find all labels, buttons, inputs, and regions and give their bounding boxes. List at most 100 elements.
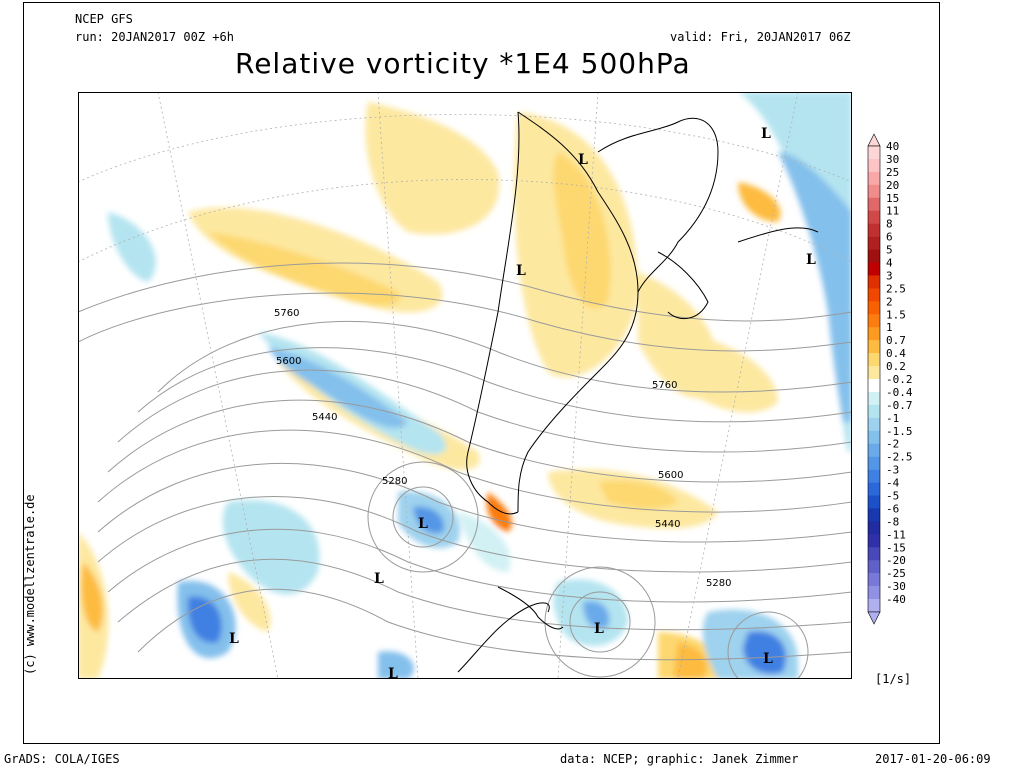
colorbar-swatch <box>868 534 880 548</box>
colorbar-swatch <box>868 249 880 263</box>
colorbar-label: 2 <box>886 295 893 308</box>
contour-label: 5280 <box>382 476 407 487</box>
colorbar-swatch <box>868 573 880 587</box>
colorbar-label: -1 <box>886 412 899 425</box>
low-marker: L <box>763 651 773 667</box>
colorbar-label: 0.7 <box>886 334 906 347</box>
colorbar: 403025201511865432.521.510.70.40.2-0.2-0… <box>867 133 913 625</box>
colorbar-swatch <box>868 443 880 457</box>
colorbar-swatch <box>868 508 880 522</box>
footer-timestamp: 2017-01-20-06:09 <box>875 752 991 766</box>
colorbar-label: 15 <box>886 192 899 205</box>
colorbar-label: -6 <box>886 502 899 515</box>
colorbar-label: -4 <box>886 477 900 490</box>
footer-grads: GrADS: COLA/IGES <box>4 752 120 766</box>
vorticity-map: L L L L L L L L L L 5760 5600 5440 5280 … <box>78 92 852 679</box>
valid-label: valid: Fri, 20JAN2017 06Z <box>670 30 851 44</box>
unit-label: [1/s] <box>875 672 912 686</box>
colorbar-label: 25 <box>886 166 899 179</box>
coastline <box>457 111 819 673</box>
colorbar-swatch <box>868 340 880 354</box>
colorbar-swatch <box>868 547 880 561</box>
contour-label: 5440 <box>312 412 337 423</box>
colorbar-label: -2.5 <box>886 451 913 464</box>
colorbar-label: 2.5 <box>886 282 906 295</box>
colorbar-swatch <box>868 366 880 380</box>
contour-label: 5280 <box>706 578 731 589</box>
model-label: NCEP GFS <box>75 12 133 26</box>
colorbar-label: 1 <box>886 321 893 334</box>
colorbar-label: -15 <box>886 541 906 554</box>
colorbar-label: -25 <box>886 567 906 580</box>
colorbar-label: -8 <box>886 515 899 528</box>
low-marker: L <box>761 126 771 142</box>
colorbar-swatch <box>868 184 880 199</box>
colorbar-swatch <box>868 495 880 509</box>
colorbar-label: 4 <box>886 257 893 270</box>
low-marker: L <box>806 252 816 268</box>
colorbar-swatch <box>868 146 880 160</box>
colorbar-swatch <box>868 353 880 367</box>
colorbar-arrow-bottom <box>867 611 881 625</box>
low-marker: L <box>418 516 428 532</box>
colorbar-swatch <box>868 586 880 600</box>
colorbar-swatch <box>868 197 880 212</box>
colorbar-swatch <box>868 430 880 445</box>
colorbar-label: -40 <box>886 593 906 606</box>
contour-label: 5600 <box>276 356 301 367</box>
colorbar-swatch <box>868 560 880 574</box>
contour-label: 5760 <box>274 308 299 319</box>
colorbar-label: 0.2 <box>886 360 906 373</box>
graticule <box>78 92 852 679</box>
colorbar-swatch <box>868 482 880 496</box>
colorbar-label: -1.5 <box>886 425 913 438</box>
low-marker: L <box>578 152 588 168</box>
colorbar-swatch <box>868 288 880 302</box>
colorbar-swatch <box>868 314 880 328</box>
colorbar-label: -0.2 <box>886 373 913 386</box>
low-marker: L <box>516 263 526 279</box>
colorbar-label: 11 <box>886 205 899 218</box>
colorbar-label: -0.7 <box>886 399 913 412</box>
colorbar-swatch <box>868 301 880 315</box>
credit-label: (c) www.modellzentrale.de <box>23 494 37 675</box>
colorbar-swatch <box>868 275 880 289</box>
contour-label: 5440 <box>655 519 680 530</box>
colorbar-swatch <box>868 391 880 406</box>
footer-data: data: NCEP; graphic: Janek Zimmer <box>560 752 799 766</box>
colorbar-label: 8 <box>886 218 893 231</box>
low-marker: L <box>388 666 398 679</box>
plot-frame <box>23 2 940 744</box>
colorbar-label: -20 <box>886 554 906 567</box>
colorbar-label: -0.4 <box>886 386 913 399</box>
colorbar-swatch <box>868 171 880 186</box>
colorbar-label: -3 <box>886 464 899 477</box>
colorbar-swatch <box>868 223 880 237</box>
colorbar-swatch <box>868 599 880 613</box>
low-marker: L <box>374 571 384 587</box>
colorbar-swatch <box>868 158 880 173</box>
colorbar-label: 5 <box>886 244 893 257</box>
colorbar-label: -5 <box>886 490 899 503</box>
colorbar-label: 0.4 <box>886 347 906 360</box>
low-marker: L <box>594 621 604 637</box>
colorbar-swatch <box>868 236 880 250</box>
colorbar-swatch <box>868 404 880 419</box>
chart-title: Relative vorticity *1E4 500hPa <box>235 47 691 80</box>
colorbar-swatch <box>868 379 880 393</box>
contour-label: 5600 <box>658 470 683 481</box>
colorbar-swatch <box>868 327 880 341</box>
run-label: run: 20JAN2017 00Z +6h <box>75 30 234 44</box>
colorbar-label: -2 <box>886 438 899 451</box>
geopotential-contours <box>78 262 852 679</box>
colorbar-label: 3 <box>886 269 893 282</box>
colorbar-swatch <box>868 210 880 224</box>
colorbar-arrow-top <box>867 133 881 147</box>
colorbar-swatch <box>868 521 880 535</box>
colorbar-label: 6 <box>886 231 893 244</box>
low-marker: L <box>229 631 239 647</box>
colorbar-label: 20 <box>886 179 899 192</box>
colorbar-label: 30 <box>886 153 899 166</box>
contour-label: 5760 <box>652 380 677 391</box>
colorbar-swatch <box>868 417 880 432</box>
